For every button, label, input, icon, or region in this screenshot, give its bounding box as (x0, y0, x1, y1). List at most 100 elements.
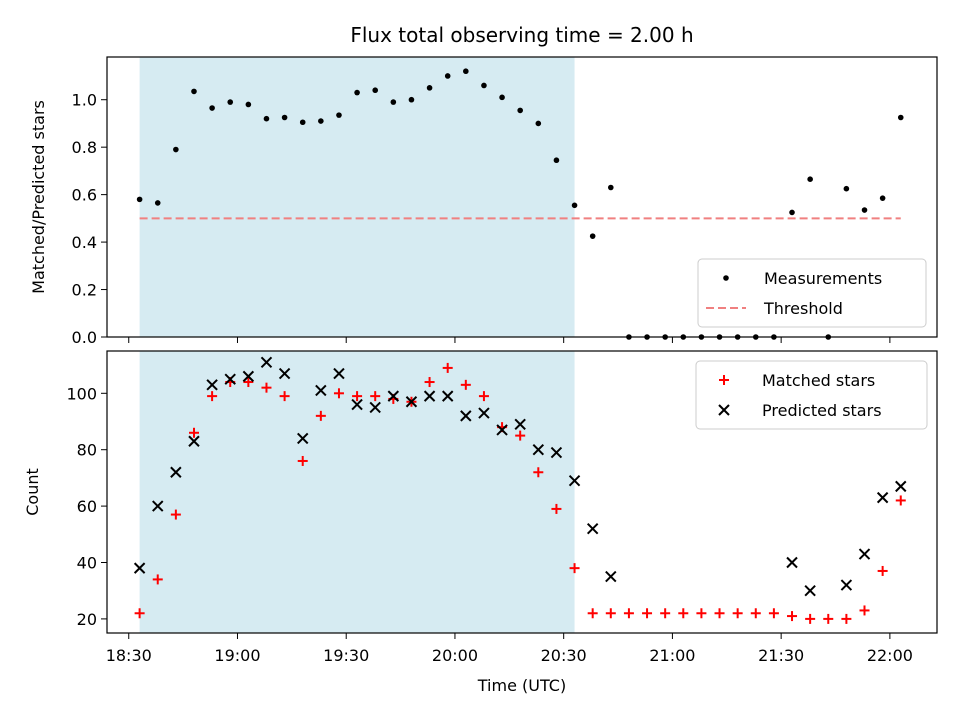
x-tick-label: 20:00 (432, 646, 478, 665)
matched-star-point (551, 503, 562, 514)
measurement-point (897, 114, 904, 121)
bottom-y-axis-label: Count (23, 468, 42, 516)
predicted-star-point (804, 584, 816, 597)
bottom-plot-frame (106, 350, 938, 634)
y-tick-label: 0.8 (72, 138, 97, 157)
measurement-point (571, 202, 578, 209)
bottom-x-axis-ticks: 18:30 19:00 19:30 20:00 20:30 21:00 21:30 22:00 (106, 633, 913, 665)
measurement-point (426, 85, 433, 91)
predicted-star-point (568, 475, 581, 487)
predicted-star-point (278, 367, 291, 380)
matched-star-point (660, 608, 671, 619)
predicted-star-point (895, 480, 907, 493)
matched-star-point (895, 495, 906, 506)
matched-star-point (170, 509, 181, 520)
legend-label: Predicted stars (762, 401, 882, 420)
matched-star-point (787, 611, 798, 622)
predicted-star-point (387, 390, 400, 402)
y-tick-label: 1.0 (72, 91, 97, 110)
matched-star-point (243, 377, 254, 388)
predicted-star-point (133, 562, 146, 574)
matched-star-point (623, 608, 634, 619)
predicted-star-point (586, 522, 599, 535)
predicted-star-point (786, 556, 798, 569)
matched-star-point (370, 391, 381, 402)
predicted-star-point (405, 396, 418, 408)
predicted-star-point (514, 418, 526, 431)
legend-label: Measurements (764, 269, 882, 288)
predicted-star-point (441, 390, 454, 402)
measurement-point (318, 118, 324, 124)
legend-label: Matched stars (762, 371, 875, 390)
predicted-star-point (351, 398, 363, 411)
measurement-point (807, 176, 813, 183)
y-tick-label: 60 (77, 497, 97, 516)
matched-star-point (768, 608, 779, 619)
measurement-point (299, 119, 306, 126)
matched-star-point (315, 410, 326, 421)
top-y-axis-ticks: 0.0 0.2 0.4 0.6 0.8 1.0 (72, 91, 107, 347)
measurement-point (154, 200, 161, 206)
matched-star-point (207, 391, 218, 402)
x-tick-label: 19:00 (214, 646, 260, 665)
x-tick-label: 21:00 (649, 646, 695, 665)
measurement-point (589, 233, 596, 239)
y-tick-label: 0.0 (72, 328, 97, 347)
legend-box (695, 360, 928, 430)
matched-star-point (642, 608, 653, 619)
measurement-point (463, 68, 469, 75)
measurement-point (336, 112, 342, 118)
matched-star-point (352, 391, 363, 402)
chart-title: Flux total observing time = 2.00 h (350, 23, 693, 47)
y-tick-label: 80 (77, 441, 97, 460)
x-tick-label: 19:30 (323, 646, 369, 665)
matched-star-point (515, 430, 526, 441)
y-tick-label: 0.6 (72, 186, 97, 205)
top-marks (136, 68, 904, 340)
predicted-star-point (532, 443, 545, 456)
matched-star-point (805, 613, 816, 624)
measurement-point (607, 184, 614, 191)
matched-star-point (297, 455, 308, 466)
y-tick-label: 100 (66, 384, 97, 403)
measurement-point (481, 82, 487, 89)
measurement-point (263, 115, 270, 122)
measurement-point (553, 157, 560, 164)
x-tick-label: 21:30 (758, 646, 804, 665)
measurement-point (408, 96, 415, 103)
predicted-star-point (297, 432, 309, 445)
y-tick-label: 40 (77, 554, 97, 573)
predicted-star-point (840, 579, 853, 591)
predicted-star-point (478, 407, 490, 419)
measurement-point (789, 209, 795, 216)
y-tick-label: 0.4 (72, 233, 97, 252)
measurement-point (535, 120, 542, 127)
predicted-star-point (260, 356, 273, 368)
measurement-point (390, 99, 397, 105)
bottom-panel: 20 40 60 80 100 18:30 19:00 19:30 20:00 20:30 21:… (23, 350, 938, 695)
measurement-point (444, 73, 451, 79)
top-x-axis-ticks (128, 337, 891, 343)
matched-star-point (442, 362, 453, 373)
top-legend: Measurements Threshold (697, 258, 927, 328)
x-axis-label: Time (UTC) (477, 676, 566, 695)
measurement-point (209, 105, 215, 111)
predicted-star-point (550, 446, 563, 459)
predicted-star-point (188, 435, 200, 447)
matched-star-point (750, 608, 761, 619)
legend-marker-measurements (723, 275, 729, 281)
bottom-y-axis-ticks: 20 40 60 80 100 (66, 384, 107, 629)
predicted-star-point (858, 548, 871, 560)
matched-star-point (696, 608, 707, 619)
matched-star-point (261, 382, 272, 393)
predicted-star-point (460, 410, 472, 422)
legend-label: Threshold (763, 299, 843, 318)
predicted-star-point (333, 367, 345, 380)
x-tick-label: 18:30 (106, 646, 152, 665)
matched-star-point (279, 391, 290, 402)
measurement-point (173, 146, 179, 153)
predicted-star-point (315, 384, 327, 397)
matched-star-point (533, 467, 544, 478)
measurement-point (372, 87, 379, 94)
matched-star-point (877, 565, 888, 576)
